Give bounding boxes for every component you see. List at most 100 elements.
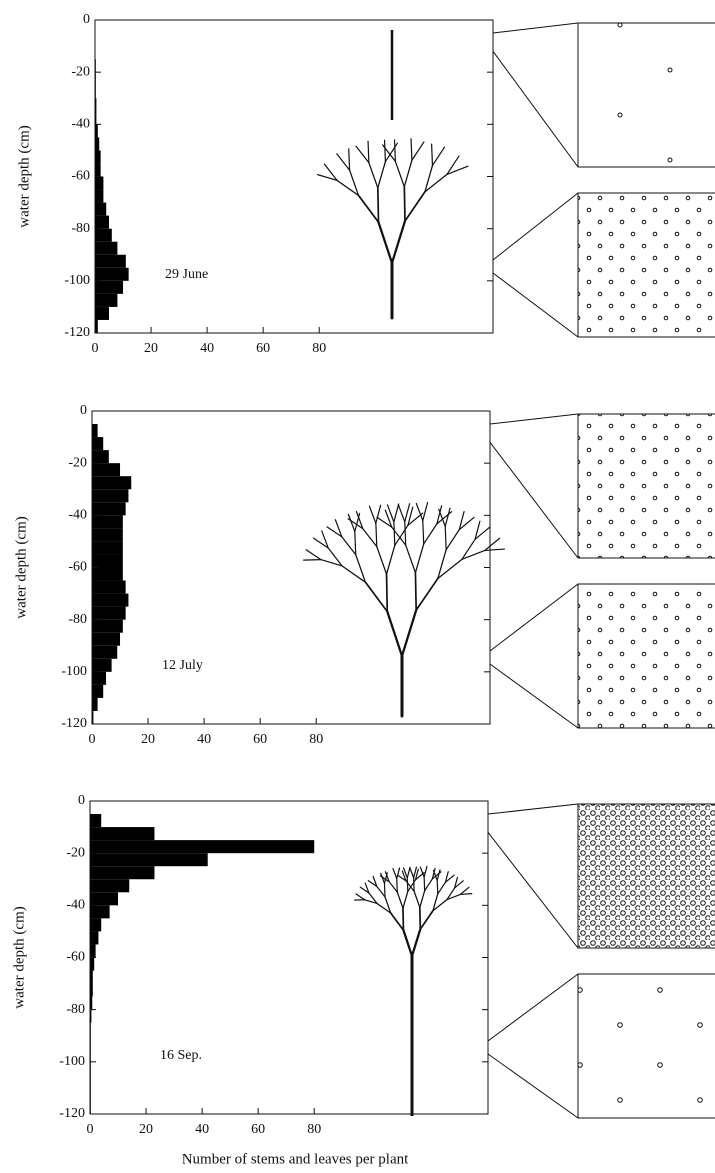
plant-stem	[364, 899, 378, 905]
x-tick-label: 0	[89, 732, 96, 747]
magnified-view	[577, 973, 715, 1119]
bar	[95, 228, 112, 242]
plant-stem	[438, 508, 446, 527]
plant-stem	[381, 144, 396, 163]
bar	[92, 632, 121, 646]
bar	[95, 241, 118, 255]
bar	[90, 931, 99, 945]
plant-stem	[405, 880, 415, 892]
magnified-view	[577, 583, 715, 729]
bar	[92, 463, 121, 477]
connector	[487, 803, 579, 815]
bar	[92, 658, 112, 672]
plant-stem	[336, 153, 351, 171]
plant-stem	[347, 518, 364, 530]
plant-stem	[334, 519, 343, 538]
bar	[92, 541, 123, 555]
y-tick-label: -60	[68, 560, 87, 575]
plant-stem	[423, 876, 426, 892]
plant-stem	[437, 549, 447, 580]
magnified-view	[577, 413, 715, 559]
plant-stem	[379, 875, 390, 883]
plant-stem	[384, 142, 399, 163]
plant-stem	[410, 138, 413, 161]
y-tick-label: 0	[78, 793, 85, 808]
plant-stem	[431, 143, 434, 167]
plant-stem	[444, 507, 451, 527]
plant-stem	[436, 869, 441, 881]
bar	[95, 215, 110, 229]
plant-stem	[402, 867, 408, 879]
plant-stem	[377, 221, 394, 265]
x-tick-label: 60	[253, 732, 267, 747]
bar	[95, 293, 118, 307]
bar	[95, 124, 98, 138]
plant-stem	[357, 194, 380, 224]
connector	[492, 192, 579, 261]
plant-stem	[445, 529, 460, 551]
plant-stem	[424, 173, 448, 193]
plant-stem	[390, 219, 407, 265]
connector	[489, 663, 579, 729]
y-axis-label: water depth (cm)	[13, 516, 29, 618]
plant-stem	[444, 874, 455, 883]
annotation: 29 June	[165, 267, 208, 282]
plant-stem	[446, 893, 461, 901]
x-tick-label: 40	[200, 341, 214, 356]
bar	[90, 983, 93, 997]
plant-stem	[348, 148, 351, 171]
plant-stem	[454, 880, 464, 889]
bar	[92, 580, 126, 594]
plant-stem	[396, 867, 401, 880]
plant-stem	[362, 528, 378, 548]
y-tick-label: -80	[71, 221, 90, 236]
plant-stem	[414, 543, 425, 574]
x-tick-label: 20	[144, 341, 158, 356]
plant-stem	[341, 536, 357, 556]
plant-stem	[432, 893, 439, 912]
plant-stem	[431, 867, 436, 880]
plant-stem	[404, 521, 407, 546]
plant-stem	[355, 893, 366, 901]
plant-stem	[400, 609, 418, 658]
plant-stem	[376, 187, 380, 224]
plant-stem	[323, 163, 338, 182]
plant-stem	[404, 503, 411, 523]
bar	[95, 111, 97, 125]
bar	[92, 476, 132, 490]
bar	[90, 970, 93, 984]
plant-stem	[401, 870, 407, 882]
plant-stem	[461, 549, 486, 560]
plant-stem	[432, 869, 438, 881]
bar	[92, 645, 118, 659]
plant-stem	[359, 886, 370, 894]
y-tick-label: -100	[64, 273, 90, 288]
connector	[492, 22, 579, 34]
plant-stem	[403, 185, 406, 222]
plant-stem	[383, 139, 387, 163]
x-tick-label: 80	[312, 341, 326, 356]
plant-stem	[389, 912, 405, 931]
plant-stem	[414, 571, 418, 611]
plant-stem	[384, 871, 390, 883]
plant-stem	[419, 909, 434, 931]
y-tick-label: -40	[66, 898, 85, 913]
bar	[90, 918, 102, 932]
bar	[90, 879, 130, 893]
plant-stem	[375, 522, 378, 548]
plant-stem	[396, 874, 407, 882]
plant-stem	[458, 510, 465, 531]
plant-stem	[302, 558, 322, 561]
plant-stem	[386, 610, 404, 658]
plant-stem	[484, 548, 506, 552]
plant-stem	[341, 565, 367, 583]
plot-frame	[91, 410, 491, 725]
y-tick-label: -120	[61, 716, 87, 731]
plant-stem	[436, 879, 439, 895]
y-tick-label: -60	[66, 950, 85, 965]
plant-stem	[388, 881, 398, 893]
plant	[353, 865, 473, 1116]
y-tick-label: -120	[64, 325, 90, 340]
plant-stem	[376, 902, 392, 914]
connector	[489, 583, 579, 652]
